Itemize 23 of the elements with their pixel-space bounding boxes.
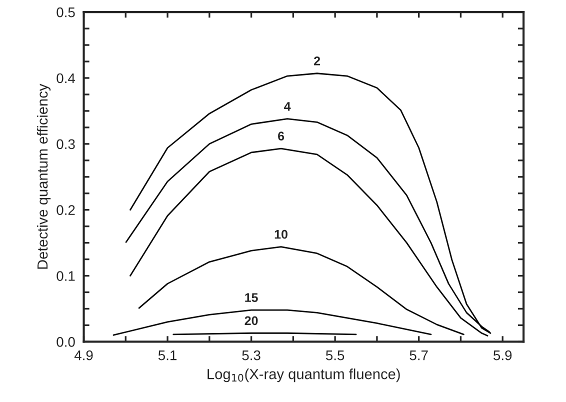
y-tick-label: 0.1 (56, 271, 75, 281)
series-label: 15 (245, 293, 258, 302)
x-tick-label: 5.9 (494, 350, 512, 360)
y-tick-label: 0.3 (56, 139, 75, 150)
line-series (130, 148, 488, 336)
series-label: 6 (278, 132, 284, 141)
x-tick-label: 5.7 (410, 350, 428, 360)
y-tick-label: 0.0 (56, 337, 75, 347)
y-tick-label: 0.2 (56, 205, 75, 216)
x-tick-label: 5.3 (242, 350, 260, 360)
series-label: 20 (244, 316, 258, 326)
series-label: 10 (274, 230, 288, 239)
y-axis-title: Detective quantum efficiency (36, 84, 51, 269)
x-axis-title: Log$_{10}$(X-ray quantum fluence) (208, 368, 400, 382)
line-series (138, 246, 464, 336)
line-series (112, 309, 432, 336)
y-tick-label: 0.5 (56, 7, 75, 18)
series-label: 4 (284, 102, 291, 111)
y-tick-label: 0.4 (56, 73, 76, 84)
series-label: 2 (314, 56, 320, 66)
x-tick-label: 5.1 (158, 350, 177, 360)
x-tick-label: 5.5 (326, 350, 344, 360)
x-tick-label: 4.9 (74, 350, 93, 360)
